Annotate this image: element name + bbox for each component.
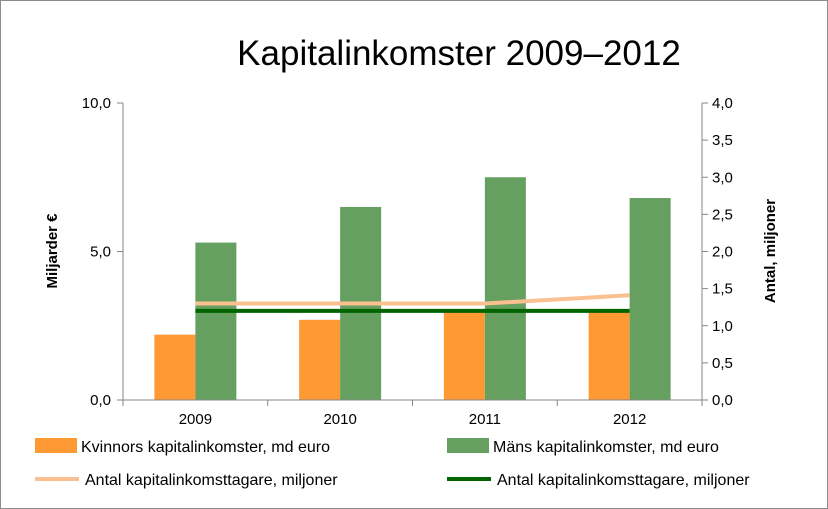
legend-label-1: Kvinnors kapitalinkomster, md euro: [81, 439, 330, 456]
y-tick-label-left: 5,0: [90, 244, 111, 261]
y-tick-label-right: 0,0: [712, 392, 733, 409]
bar-man-2012: [629, 198, 671, 400]
y-tick-label-left: 0,0: [90, 392, 111, 409]
y-axis-title-right: Antal, miljoner: [762, 199, 779, 303]
legend-label-3: Antal kapitalinkomsttagare, miljoner: [85, 472, 338, 489]
y-axis-title-left: Miljarder €: [44, 213, 61, 289]
x-tick-label: 2010: [323, 411, 356, 428]
axis-ticks: 0,0 5,0 10,0 0,0 0,5 1,0 1,5 2,0 2,5 3,0 3,5 4,0 200…: [82, 95, 733, 428]
chart-title: Kapitalinkomster 2009–2012: [237, 34, 681, 73]
y-tick-label-right: 0,5: [712, 355, 733, 372]
y-tick-label-right: 1,5: [712, 281, 733, 298]
plot-area: [154, 177, 671, 400]
bar-man-2009: [195, 242, 237, 400]
bar-kvinnor-2009: [154, 334, 196, 400]
legend-label-4: Antal kapitalinkomsttagare, miljoner: [497, 472, 750, 489]
y-tick-label-right: 2,0: [712, 244, 733, 261]
y-tick-label-right: 1,0: [712, 318, 733, 335]
y-tick-label-right: 3,0: [712, 169, 733, 186]
legend: Kvinnors kapitalinkomster, md euro Mäns k…: [35, 438, 750, 489]
legend-label-2: Mäns kapitalinkomster, md euro: [493, 439, 719, 456]
legend-swatch-2: [447, 438, 489, 453]
y-tick-label-right: 4,0: [712, 95, 733, 112]
x-tick-label: 2009: [179, 411, 212, 428]
x-tick-label: 2012: [613, 411, 646, 428]
bar-man-2011: [484, 177, 526, 400]
legend-swatch-1: [35, 438, 77, 453]
bar-kvinnor-2011: [443, 310, 485, 400]
y-tick-label-right: 3,5: [712, 132, 733, 149]
x-tick-label: 2011: [469, 411, 501, 428]
series-line-1: [195, 293, 630, 306]
bar-kvinnor-2010: [299, 319, 341, 400]
y-tick-label-left: 10,0: [82, 95, 111, 112]
bar-kvinnor-2012: [588, 310, 630, 400]
y-tick-label-right: 2,5: [712, 206, 733, 223]
